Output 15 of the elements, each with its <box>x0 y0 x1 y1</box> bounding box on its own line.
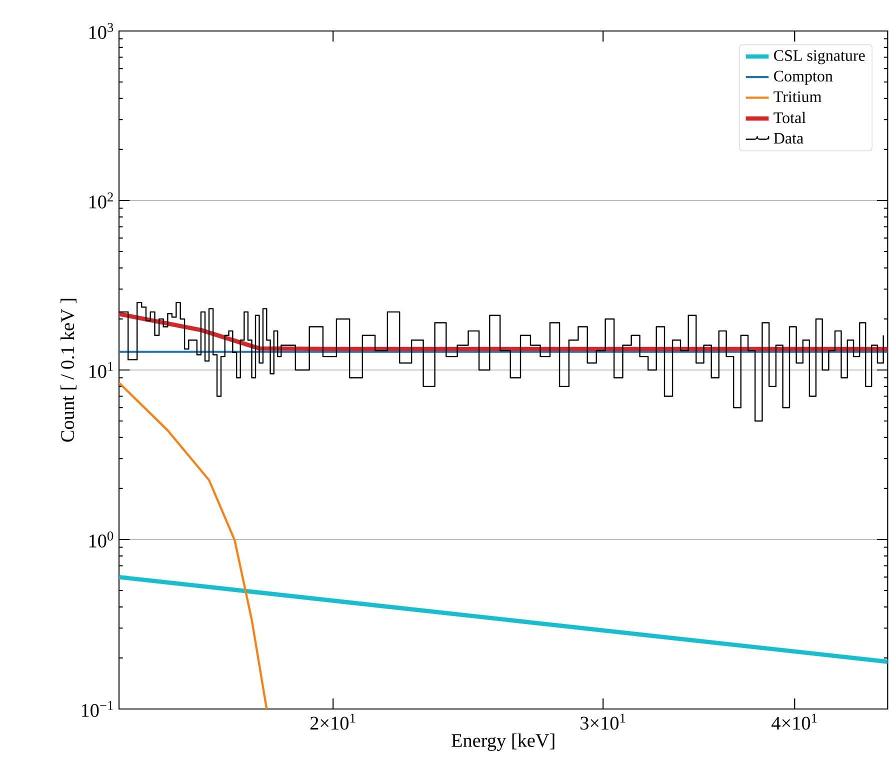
y-tick-label: 10$^{2}$ <box>89 192 113 208</box>
x-tick-label: 3×10$^{1}$ <box>580 714 626 730</box>
legend-label: Data <box>774 133 804 144</box>
legend-label: Tritium <box>774 91 822 102</box>
y-axis-title: Count [ / 0.1 keV ] <box>60 298 76 442</box>
y-tick-label: 10$^{0}$ <box>89 531 114 548</box>
x-axis-title: Energy [keV] <box>452 733 554 751</box>
legend-label: Compton <box>774 70 833 85</box>
y-tick-label: 10$^{−1}$ <box>82 701 113 717</box>
y-tick-label: 10$^{1}$ <box>89 362 113 378</box>
x-tick-label: 4×10$^{1}$ <box>772 714 817 730</box>
x-tick-label: 2×10$^{1}$ <box>310 714 356 730</box>
legend-label: CSL signature <box>774 50 865 64</box>
legend-label: Total <box>774 112 806 124</box>
y-tick-label: 10$^{3}$ <box>89 23 114 39</box>
